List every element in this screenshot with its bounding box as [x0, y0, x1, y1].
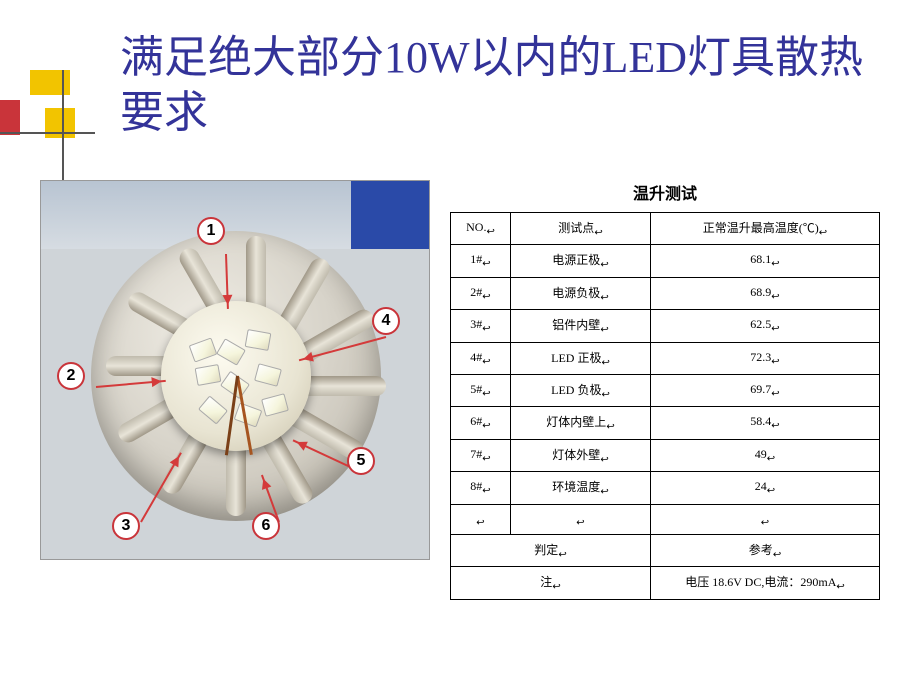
table-cell: 24↩: [651, 472, 880, 504]
callout-label: 3: [112, 512, 140, 540]
table-cell: 电压 18.6V DC,电流：290mA↩: [651, 567, 880, 599]
table-title: 温升测试: [450, 180, 880, 204]
table-cell: LED 负极↩: [511, 374, 651, 406]
table-cell: 铝件内壁↩: [511, 310, 651, 342]
led-chip: [254, 363, 282, 387]
table-cell: 1#↩: [451, 245, 511, 277]
table-cell: 68.9↩: [651, 277, 880, 309]
table-cell: ↩: [651, 504, 880, 534]
table-cell: 5#↩: [451, 374, 511, 406]
table-cell: 62.5↩: [651, 310, 880, 342]
table-header-row: NO.↩ 测试点↩ 正常温升最高温度(℃)↩: [451, 213, 880, 245]
callout-label: 2: [57, 362, 85, 390]
temperature-table: NO.↩ 测试点↩ 正常温升最高温度(℃)↩ 1#↩电源正极↩68.1↩2#↩电…: [450, 212, 880, 600]
table-row: 4#↩LED 正极↩72.3↩: [451, 342, 880, 374]
led-chip: [261, 393, 289, 417]
table-cell: 58.4↩: [651, 407, 880, 439]
callout-label: 4: [372, 307, 400, 335]
slide-title: 满足绝大部分10W以内的LED灯具散热要求: [120, 30, 880, 140]
led-bulb-photo: 1 2 3 4 5 6: [40, 180, 430, 560]
heatsink-fan: [91, 231, 381, 521]
led-chip: [245, 329, 272, 351]
callout-label: 1: [197, 217, 225, 245]
table-row: 7#↩灯体外壁↩49↩: [451, 439, 880, 471]
table-row: 1#↩电源正极↩68.1↩: [451, 245, 880, 277]
table-row: 判定↩参考↩: [451, 534, 880, 566]
led-chip: [198, 395, 228, 424]
table-cell: 参考↩: [651, 534, 880, 566]
title-decoration: [0, 70, 120, 190]
table-row: 6#↩灯体内壁上↩58.4↩: [451, 407, 880, 439]
table-row: 3#↩铝件内壁↩62.5↩: [451, 310, 880, 342]
table-cell: 72.3↩: [651, 342, 880, 374]
table-row: ↩↩↩: [451, 504, 880, 534]
table-row: 8#↩环境温度↩24↩: [451, 472, 880, 504]
table-cell: 电源负极↩: [511, 277, 651, 309]
table-panel: 温升测试 NO.↩ 测试点↩ 正常温升最高温度(℃)↩ 1#↩电源正极↩68.1…: [450, 180, 880, 600]
callout-label: 5: [347, 447, 375, 475]
table-cell: 灯体外壁↩: [511, 439, 651, 471]
led-chip: [189, 337, 218, 362]
table-row: 2#↩电源负极↩68.9↩: [451, 277, 880, 309]
table-cell: 判定↩: [451, 534, 651, 566]
table-cell: 68.1↩: [651, 245, 880, 277]
led-hub: [161, 301, 311, 451]
table-cell: 4#↩: [451, 342, 511, 374]
table-row: 5#↩LED 负极↩69.7↩: [451, 374, 880, 406]
table-cell: 环境温度↩: [511, 472, 651, 504]
table-header: 测试点↩: [511, 213, 651, 245]
callout-label: 6: [252, 512, 280, 540]
led-chip: [234, 402, 263, 427]
table-header: 正常温升最高温度(℃)↩: [651, 213, 880, 245]
table-header: NO.↩: [451, 213, 511, 245]
table-cell: LED 正极↩: [511, 342, 651, 374]
table-cell: 3#↩: [451, 310, 511, 342]
table-cell: 6#↩: [451, 407, 511, 439]
table-cell: 7#↩: [451, 439, 511, 471]
table-cell: 电源正极↩: [511, 245, 651, 277]
table-cell: ↩: [511, 504, 651, 534]
table-cell: 49↩: [651, 439, 880, 471]
table-cell: 注↩: [451, 567, 651, 599]
content-row: 1 2 3 4 5 6 温升测试 NO.↩ 测试点↩ 正常温升最高温度(℃)↩ 1#↩电源…: [40, 180, 880, 600]
led-chip: [195, 364, 222, 386]
table-cell: 灯体内壁上↩: [511, 407, 651, 439]
led-chip: [216, 338, 246, 366]
slide: 满足绝大部分10W以内的LED灯具散热要求 1 2 3 4 5 6 温升测试 NO.↩: [0, 0, 920, 690]
table-cell: ↩: [451, 504, 511, 534]
table-cell: 8#↩: [451, 472, 511, 504]
table-cell: 69.7↩: [651, 374, 880, 406]
table-cell: 2#↩: [451, 277, 511, 309]
table-row: 注↩电压 18.6V DC,电流：290mA↩: [451, 567, 880, 599]
